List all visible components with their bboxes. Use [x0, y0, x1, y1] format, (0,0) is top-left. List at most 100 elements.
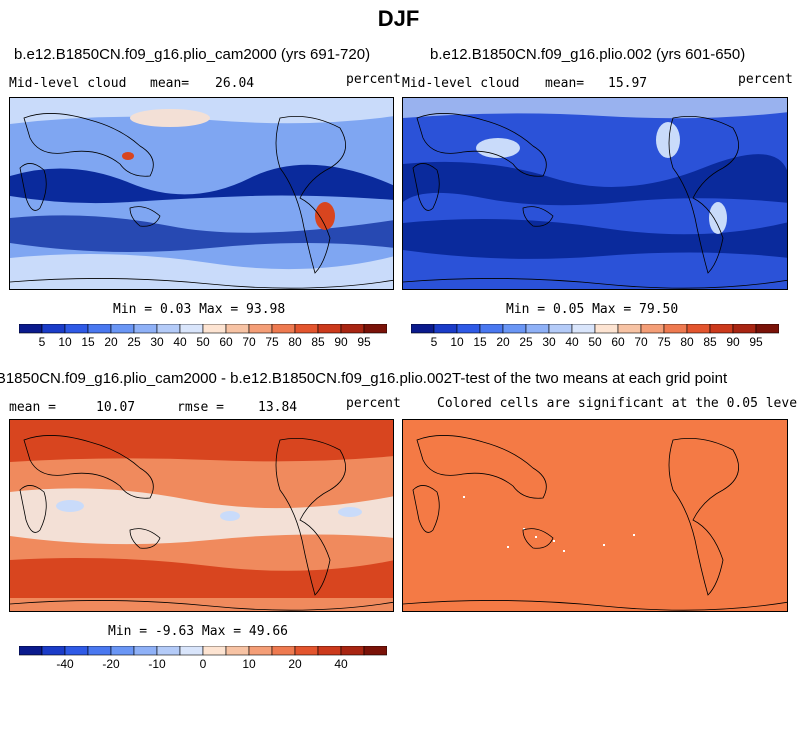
map-3-light-blue-2 [220, 511, 240, 521]
panel-2-variable: Mid-level cloud [402, 76, 520, 91]
colorbar-swatch [525, 324, 550, 334]
colorbar-swatch [755, 324, 779, 334]
colorbar-swatch [64, 324, 89, 334]
panel-4-title: T-test of the two means at each grid poi… [452, 370, 728, 387]
colorbar-swatch [156, 646, 181, 656]
map-1-andes-red [315, 202, 335, 230]
colorbar-swatch [548, 324, 573, 334]
colorbar-tick-label: 25 [519, 335, 533, 348]
colorbar-swatch [294, 646, 319, 656]
colorbar-tick-label: 90 [334, 335, 348, 348]
colorbar-swatch [64, 646, 89, 656]
map-4-base [403, 420, 787, 611]
colorbar-tick-label: 40 [173, 335, 187, 348]
colorbar-tick-label: 80 [680, 335, 694, 348]
map-2-rockies-light [656, 122, 680, 158]
map-4-insignificant-cells [463, 496, 635, 552]
panel-1-mean-label: mean= [150, 76, 190, 91]
map-2-asia-light [476, 138, 520, 158]
colorbar-tick-label: 95 [749, 335, 763, 348]
panel-2-mean-label: mean= [545, 76, 585, 91]
colorbar-swatch [133, 324, 158, 334]
colorbar-2: 5 10 15 20 25 30 40 50 60 70 75 80 85 90 95 [411, 324, 779, 348]
map-1-coastlines [10, 113, 393, 289]
panel-2-units: percent [738, 72, 793, 87]
map-2-band-dark [403, 154, 787, 206]
panel-1-map [9, 97, 394, 290]
colorbar-tick-label: 50 [588, 335, 602, 348]
colorbar-swatch [686, 324, 711, 334]
colorbar-tick-label: 95 [357, 335, 371, 348]
panel-2-title: b.e12.B1850CN.f09_g16.plio.002 (yrs 601-… [430, 46, 746, 63]
map-1-north-pale [130, 109, 210, 127]
map-3-coastlines [10, 435, 393, 611]
colorbar-swatch [363, 324, 387, 334]
colorbar-tick-label: 90 [726, 335, 740, 348]
map-4-coastlines [403, 435, 787, 611]
colorbar-swatch [87, 324, 112, 334]
page-title: DJF [377, 6, 420, 31]
panel-1-title: b.e12.B1850CN.f09_g16.plio_cam2000 (yrs … [14, 46, 371, 63]
colorbar-swatch [640, 324, 665, 334]
colorbar-tick-label: 80 [288, 335, 302, 348]
colorbar-swatch [479, 324, 504, 334]
colorbar-swatch [294, 324, 319, 334]
colorbar-swatch [225, 646, 250, 656]
panel-3-map [9, 419, 394, 612]
colorbar-swatch [248, 324, 273, 334]
colorbar-tick-label: 75 [265, 335, 279, 348]
colorbar-swatch [617, 324, 642, 334]
colorbar-swatch [179, 324, 204, 334]
panel-1-map-svg [10, 98, 393, 289]
colorbar-swatch [156, 324, 181, 334]
panel-1-units: percent [346, 72, 401, 87]
panel-2-mean-value: 15.97 [608, 76, 648, 91]
colorbar-swatch [411, 324, 435, 334]
map-1-asia-red [122, 152, 134, 160]
colorbar-tick-label: 5 [39, 335, 46, 348]
map-3-south-red [10, 558, 393, 598]
map-3-light-blue-3 [338, 507, 362, 517]
colorbar-swatch [433, 324, 458, 334]
panel-3-units: percent [346, 396, 401, 411]
colorbar-tick-label: 85 [311, 335, 325, 348]
colorbar-swatch [133, 646, 158, 656]
map-3-tropics-pale [10, 488, 393, 545]
panel-1-mean-value: 26.04 [215, 76, 255, 91]
colorbar-swatch [202, 646, 227, 656]
map-1-polar-light [10, 98, 393, 124]
colorbar-swatch [202, 324, 227, 334]
colorbar-swatch [41, 646, 66, 656]
colorbar-swatch [594, 324, 619, 334]
colorbar-swatch [317, 324, 342, 334]
colorbar-swatch [271, 646, 296, 656]
panel-4-map-svg [403, 420, 787, 611]
panel-1-variable: Mid-level cloud [9, 76, 127, 91]
panel-4-subtitle: Colored cells are significant at the 0.0… [437, 396, 797, 411]
colorbar-3: -40 -20 -10 0 10 20 40 [19, 646, 387, 670]
panel-3-rmse-label: rmse = [177, 400, 224, 415]
map-3-north-red [10, 420, 393, 462]
panel-1-stats: Min = 0.03 Max = 93.98 [113, 302, 286, 317]
colorbar-tick-label: 60 [219, 335, 233, 348]
map-1-south-light [10, 254, 393, 289]
map-2-andes-light [709, 202, 727, 234]
colorbar-tick-label: 20 [288, 657, 302, 670]
colorbar-swatch [571, 324, 596, 334]
colorbar-swatch [732, 324, 757, 334]
colorbar-tick-label: -20 [102, 657, 120, 670]
panel-3-map-svg [10, 420, 393, 611]
colorbar-tick-label: 15 [81, 335, 95, 348]
panel-3-title-clip: b.e12.B1850CN.f09_g16.plio_cam2000 - b.e… [0, 370, 452, 390]
map-2-band-dark-south [403, 219, 787, 259]
colorbar-swatch [663, 324, 688, 334]
colorbar-tick-label: 30 [542, 335, 556, 348]
colorbar-swatch [19, 646, 43, 656]
panel-2-map-svg [403, 98, 787, 289]
colorbar-swatch [456, 324, 481, 334]
colorbar-tick-label: -10 [148, 657, 166, 670]
colorbar-tick-label: 50 [196, 335, 210, 348]
map-2-polar-light [403, 98, 787, 119]
map-2-coastlines [403, 113, 787, 289]
panel-2-map [402, 97, 788, 290]
